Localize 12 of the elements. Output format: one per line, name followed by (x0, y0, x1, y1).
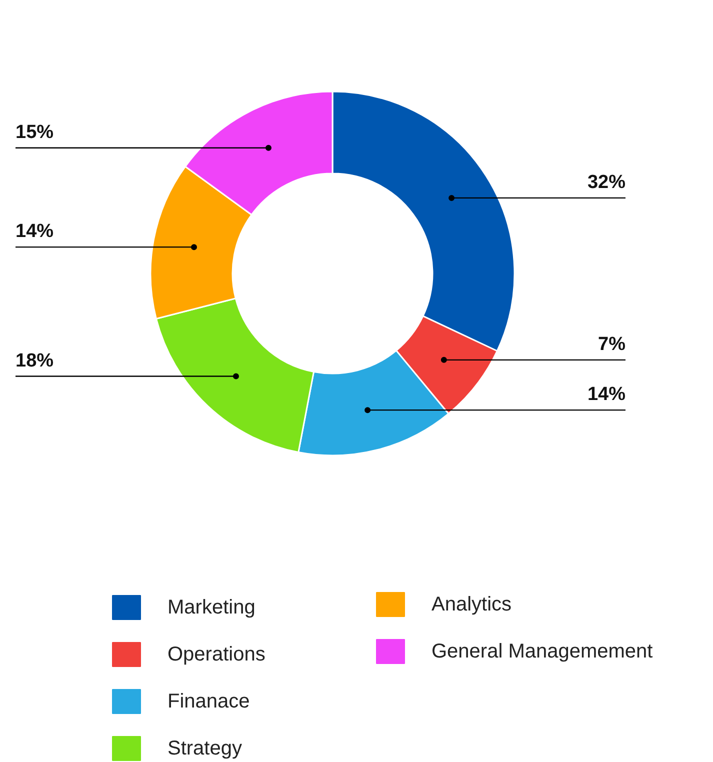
data-label: 14% (587, 384, 626, 406)
legend-label: General Managemement (432, 640, 654, 662)
data-label: 7% (598, 334, 626, 355)
data-label: 14% (16, 221, 54, 242)
legend-label: Strategy (168, 738, 242, 760)
legend-label: Operations (168, 644, 266, 666)
data-label: 18% (16, 350, 54, 372)
data-label: 32% (587, 172, 626, 193)
data-label: 15% (16, 122, 54, 143)
legend-label: Finanace (168, 690, 250, 712)
legend-label: Marketing (168, 596, 256, 618)
legend-label: Analytics (432, 594, 512, 616)
